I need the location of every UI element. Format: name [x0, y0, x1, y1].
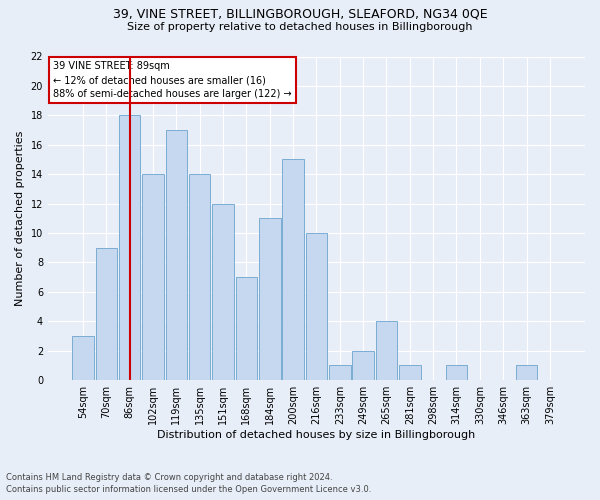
Bar: [73, 336, 94, 380]
Text: 39 VINE STREET: 89sqm
← 12% of detached houses are smaller (16)
88% of semi-deta: 39 VINE STREET: 89sqm ← 12% of detached …: [53, 62, 292, 100]
Text: Size of property relative to detached houses in Billingborough: Size of property relative to detached ho…: [127, 22, 473, 32]
Bar: [166, 130, 187, 380]
Bar: [399, 366, 421, 380]
Bar: [119, 116, 140, 380]
Bar: [376, 322, 397, 380]
X-axis label: Distribution of detached houses by size in Billingborough: Distribution of detached houses by size …: [157, 430, 476, 440]
Bar: [283, 160, 304, 380]
Bar: [142, 174, 164, 380]
Bar: [306, 233, 327, 380]
Text: 39, VINE STREET, BILLINGBOROUGH, SLEAFORD, NG34 0QE: 39, VINE STREET, BILLINGBOROUGH, SLEAFOR…: [113, 8, 487, 20]
Bar: [446, 366, 467, 380]
Bar: [189, 174, 211, 380]
Bar: [329, 366, 350, 380]
Bar: [236, 277, 257, 380]
Bar: [95, 248, 117, 380]
Bar: [352, 351, 374, 380]
Bar: [259, 218, 281, 380]
Text: Contains HM Land Registry data © Crown copyright and database right 2024.: Contains HM Land Registry data © Crown c…: [6, 472, 332, 482]
Bar: [212, 204, 234, 380]
Y-axis label: Number of detached properties: Number of detached properties: [15, 130, 25, 306]
Bar: [516, 366, 537, 380]
Text: Contains public sector information licensed under the Open Government Licence v3: Contains public sector information licen…: [6, 485, 371, 494]
